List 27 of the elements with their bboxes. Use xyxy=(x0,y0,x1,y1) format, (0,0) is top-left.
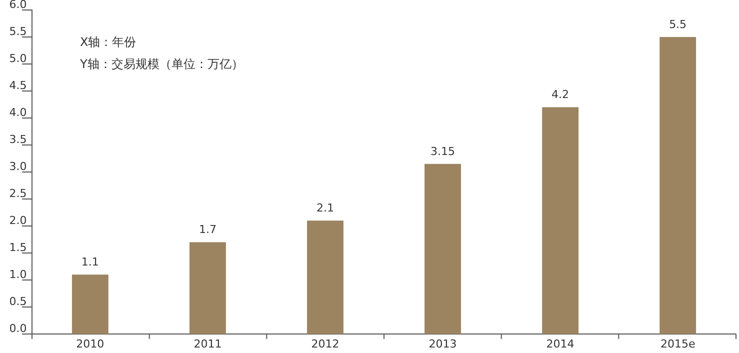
data-label: 1.1 xyxy=(81,256,99,269)
y-tick-label: 3.5 xyxy=(9,132,27,146)
y-tick-label: 2.5 xyxy=(9,186,27,200)
y-tick-label: 4.0 xyxy=(9,106,27,119)
x-tick-label: 2015e xyxy=(660,337,696,350)
x-tick-label: 2011 xyxy=(194,337,222,350)
data-label: 4.2 xyxy=(552,88,570,102)
y-tick-label: 1.0 xyxy=(9,268,27,281)
data-label: 1.7 xyxy=(198,223,216,236)
data-label: 2.1 xyxy=(316,202,334,215)
x-tick-label: 2013 xyxy=(428,337,457,350)
x-tick-label: 2014 xyxy=(546,337,574,350)
x-tick-label: 2012 xyxy=(311,337,340,350)
x-tick-label: 2010 xyxy=(76,337,104,350)
data-label: 3.15 xyxy=(430,144,456,158)
data-label: 5.5 xyxy=(669,18,687,31)
annotation: Y轴：交易规模（单位：万亿） xyxy=(79,57,244,71)
y-tick-label: 0.0 xyxy=(9,322,27,335)
y-tick-label: 2.0 xyxy=(9,214,27,227)
y-tick-label: 4.5 xyxy=(9,78,27,92)
y-tick-label: 1.5 xyxy=(9,240,27,254)
annotation: X轴：年份 xyxy=(80,35,136,49)
y-tick-label: 5.0 xyxy=(9,52,27,65)
y-tick-label: 5.5 xyxy=(9,24,27,38)
y-tick-label: 3.0 xyxy=(9,160,27,173)
y-tick-label: 6.0 xyxy=(9,0,27,11)
y-tick-label: 0.5 xyxy=(9,294,27,308)
